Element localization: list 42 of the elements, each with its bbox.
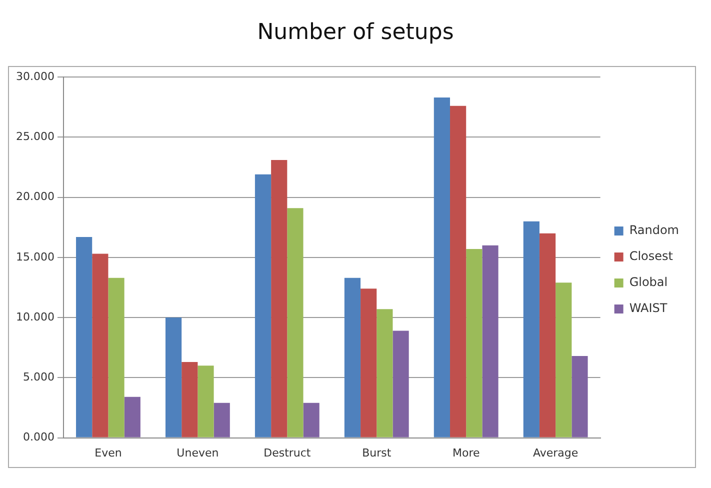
bar bbox=[482, 245, 498, 438]
x-tick-label: More bbox=[452, 446, 480, 460]
legend-label: WAIST bbox=[629, 301, 668, 316]
y-tick-label: 20.000 bbox=[16, 190, 54, 204]
y-tick-label: 15.000 bbox=[16, 250, 54, 264]
bar bbox=[344, 278, 361, 438]
bar bbox=[466, 248, 482, 438]
x-tick-label: Average bbox=[532, 446, 578, 460]
y-tick-label: 10.000 bbox=[16, 310, 54, 324]
y-tick-label: 30.000 bbox=[16, 70, 54, 83]
y-tick-label: 0.000 bbox=[22, 430, 54, 444]
bar bbox=[182, 362, 198, 438]
chart-title: Number of setups bbox=[256, 19, 455, 47]
bar bbox=[165, 318, 182, 438]
bar bbox=[360, 288, 377, 438]
bar bbox=[523, 221, 540, 438]
bar bbox=[434, 97, 450, 438]
bar bbox=[450, 106, 466, 438]
bar bbox=[254, 174, 272, 438]
x-tick-label: Destruct bbox=[264, 446, 312, 460]
bar bbox=[392, 330, 409, 438]
bar bbox=[124, 396, 140, 438]
y-tick-label: 5.000 bbox=[22, 370, 54, 384]
bar bbox=[108, 278, 124, 438]
x-tick-label: Uneven bbox=[176, 446, 219, 460]
bar bbox=[214, 402, 230, 438]
bar bbox=[198, 366, 214, 438]
legend-label: Global bbox=[629, 275, 668, 290]
bar bbox=[76, 236, 92, 438]
bar bbox=[376, 309, 393, 438]
bar bbox=[572, 356, 588, 438]
x-tick-label: Burst bbox=[362, 446, 392, 460]
legend-label: Random bbox=[629, 223, 680, 238]
bar bbox=[556, 282, 572, 438]
bar bbox=[271, 160, 288, 438]
y-tick-label: 25.000 bbox=[16, 130, 54, 143]
legend-label: Closest bbox=[629, 249, 674, 264]
bar bbox=[92, 254, 108, 438]
bar bbox=[539, 233, 556, 438]
bar bbox=[303, 402, 320, 438]
bar bbox=[287, 208, 304, 438]
x-tick-label: Even bbox=[94, 446, 122, 460]
